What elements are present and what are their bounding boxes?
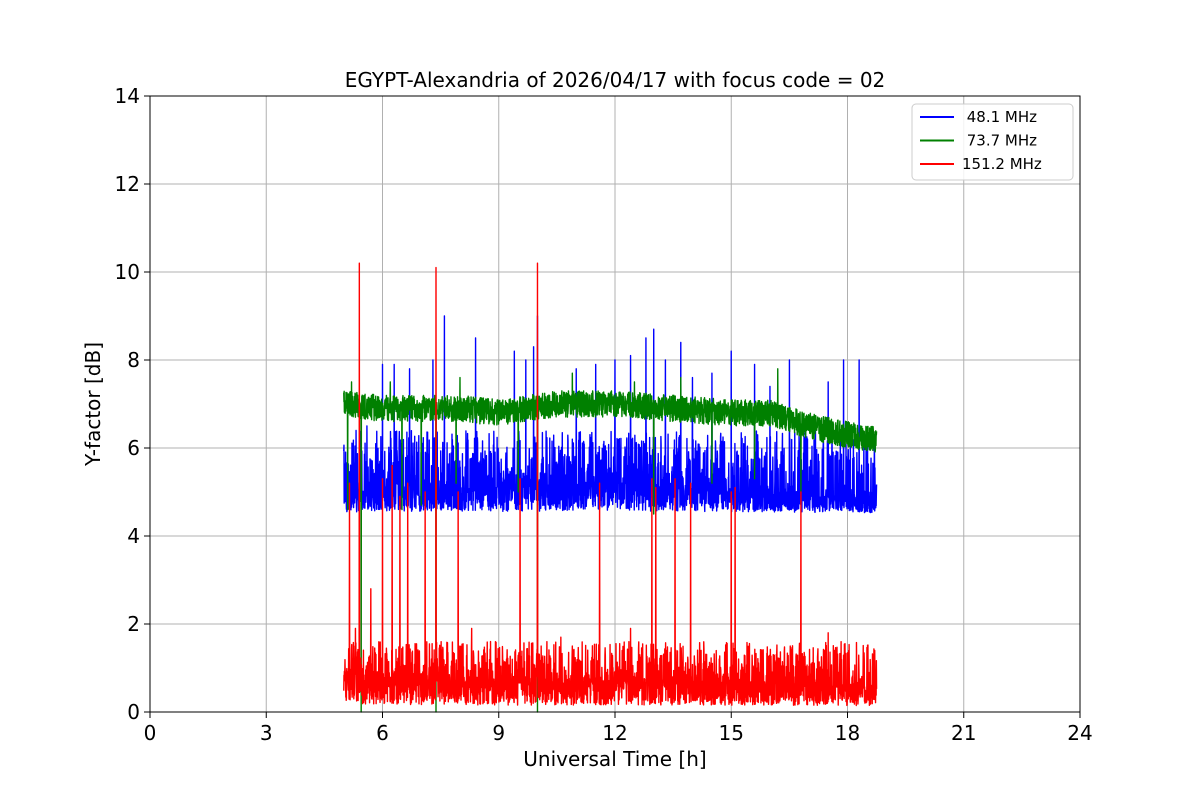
x-tick-label: 24 [1067, 721, 1092, 745]
y-tick-label: 14 [115, 84, 140, 108]
x-tick-label: 12 [602, 721, 627, 745]
x-axis: 0 3 6 9 12 15 18 21 24 [144, 712, 1093, 745]
y-tick-label: 10 [115, 260, 140, 284]
series-layer [343, 262, 878, 713]
legend: 48.1 MHz 73.7 MHz 151.2 MHz [911, 103, 1074, 181]
legend-label: 73.7 MHz [962, 132, 1037, 150]
x-tick-label: 3 [260, 721, 273, 745]
x-tick-label: 21 [951, 721, 976, 745]
series-line-48-1-mhz [343, 315, 878, 514]
x-tick-label: 6 [376, 721, 389, 745]
y-tick-label: 0 [127, 700, 140, 724]
y-tick-label: 4 [127, 524, 140, 548]
series-line-151-2-mhz [343, 262, 878, 707]
legend-label: 151.2 MHz [962, 155, 1042, 173]
y-tick-label: 12 [115, 172, 140, 196]
y-axis: 0 2 4 6 8 10 12 14 [115, 84, 150, 724]
y-tick-label: 8 [127, 348, 140, 372]
x-tick-label: 0 [144, 721, 157, 745]
x-tick-label: 9 [492, 721, 505, 745]
legend-box [911, 103, 1074, 181]
x-tick-label: 15 [719, 721, 744, 745]
y-tick-label: 2 [127, 612, 140, 636]
y-axis-label: Y-factor [dB] [81, 342, 105, 467]
series-line-73-7-mhz [343, 368, 878, 713]
y-tick-label: 6 [127, 436, 140, 460]
x-axis-label: Universal Time [h] [523, 747, 706, 771]
x-tick-label: 18 [835, 721, 860, 745]
legend-label: 48.1 MHz [962, 108, 1037, 126]
chart-title: EGYPT-Alexandria of 2026/04/17 with focu… [345, 68, 886, 92]
